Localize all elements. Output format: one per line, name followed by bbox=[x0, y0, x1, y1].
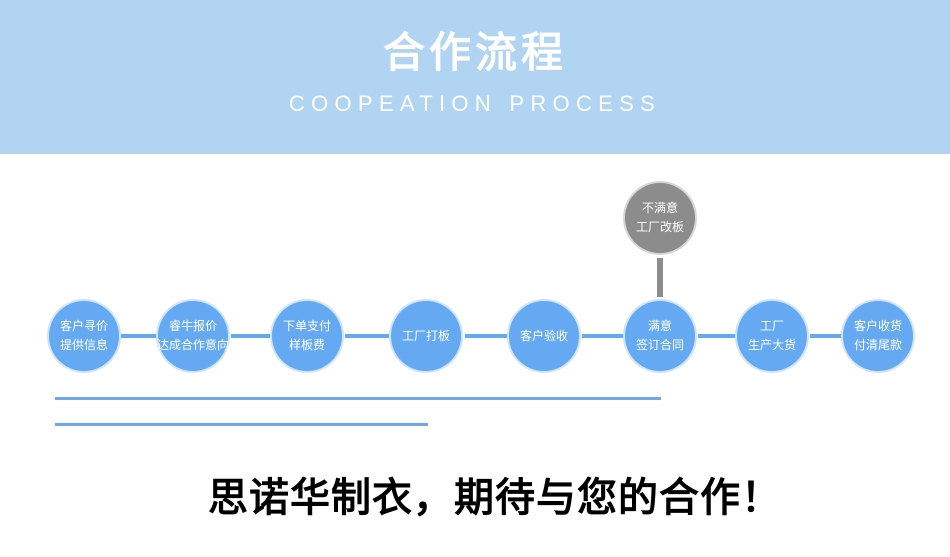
step-label: 满意 bbox=[647, 319, 672, 333]
connector-line bbox=[810, 334, 842, 338]
connector-line bbox=[345, 334, 389, 338]
alt-step-label: 不满意 bbox=[641, 201, 678, 215]
connector-line bbox=[121, 334, 157, 338]
step-4-circle: 工厂打板 bbox=[391, 301, 461, 371]
step-label: 达成合作意向 bbox=[157, 338, 230, 352]
page-subtitle: COOPEATION PROCESS bbox=[288, 91, 662, 116]
step-label: 客户寻价 bbox=[59, 319, 108, 333]
step-label: 提供信息 bbox=[59, 338, 108, 352]
step-7-circle: 工厂 生产大货 bbox=[737, 301, 807, 371]
connector-line bbox=[465, 334, 507, 338]
slogan: 思诺华制衣，期待与您的合作！ bbox=[208, 474, 782, 521]
alt-step-label: 工厂改板 bbox=[635, 220, 684, 234]
step-6-circle: 满意 签订合同 bbox=[625, 301, 695, 371]
step-2-circle: 睿牛报价达成合作意向 bbox=[157, 301, 230, 371]
header-banner: 合作流程 COOPEATION PROCESS bbox=[0, 0, 950, 154]
step-label: 付清尾款 bbox=[853, 338, 902, 352]
step-5-circle: 客户验收 bbox=[509, 301, 579, 371]
connector-line bbox=[582, 334, 624, 338]
step-8-circle: 客户收货 付清尾款 bbox=[843, 301, 913, 371]
step-label: 下单支付 bbox=[282, 319, 331, 333]
step-label: 生产大货 bbox=[747, 338, 796, 352]
underline-long bbox=[55, 397, 661, 400]
alt-connector-line bbox=[657, 258, 663, 297]
page-title: 合作流程 bbox=[382, 28, 567, 77]
step-3-circle: 下单支付 样板费 bbox=[272, 301, 342, 371]
alt-step-circle: 不满意 工厂改板 bbox=[625, 183, 695, 253]
step-label: 签订合同 bbox=[635, 338, 684, 352]
step-1-circle: 客户寻价 提供信息 bbox=[49, 301, 119, 371]
step-label: 工厂 bbox=[759, 319, 784, 333]
underline-short bbox=[55, 423, 428, 426]
step-label: 睿牛报价 bbox=[168, 319, 217, 333]
step-label: 客户收货 bbox=[853, 319, 902, 333]
step-label: 客户验收 bbox=[519, 328, 568, 343]
step-label: 样板费 bbox=[288, 338, 325, 352]
step-label: 工厂打板 bbox=[401, 328, 450, 343]
connector-line bbox=[698, 334, 736, 338]
connector-line bbox=[231, 334, 271, 338]
